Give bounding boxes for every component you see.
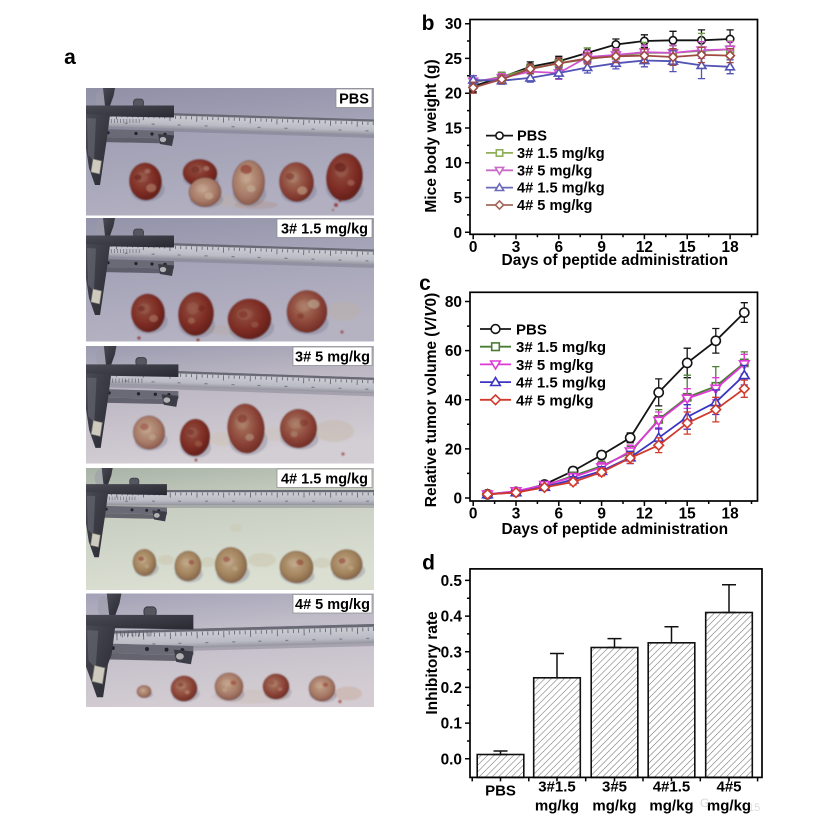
- svg-text:PBS: PBS: [517, 129, 547, 145]
- svg-text:20: 20: [445, 441, 462, 458]
- svg-text:3# 1.5 mg/kg: 3# 1.5 mg/kg: [516, 339, 606, 356]
- svg-text:mg/kg: mg/kg: [707, 798, 751, 815]
- svg-text:0: 0: [469, 239, 478, 256]
- svg-text:3#1.5: 3#1.5: [538, 779, 576, 796]
- svg-text:4#1.5: 4#1.5: [653, 779, 691, 796]
- svg-text:12: 12: [636, 239, 653, 256]
- svg-text:4# 5 mg/kg: 4# 5 mg/kg: [295, 597, 370, 613]
- svg-text:mg/kg: mg/kg: [649, 798, 693, 815]
- svg-text:0.2: 0.2: [441, 680, 462, 697]
- svg-text:9: 9: [597, 239, 606, 256]
- svg-text:12: 12: [636, 506, 653, 523]
- svg-text:18: 18: [722, 506, 740, 523]
- svg-text:15: 15: [679, 239, 697, 256]
- svg-text:0: 0: [453, 491, 462, 508]
- svg-text:0.1: 0.1: [441, 716, 463, 733]
- svg-text:Mice body weight (g): Mice body weight (g): [423, 59, 440, 212]
- svg-text:80: 80: [445, 294, 462, 311]
- svg-text:3#5: 3#5: [602, 779, 627, 796]
- svg-text:3# 5 mg/kg: 3# 5 mg/kg: [295, 349, 370, 365]
- svg-text:0: 0: [469, 506, 478, 523]
- svg-text:mg/kg: mg/kg: [535, 798, 579, 815]
- svg-text:G: G: [700, 796, 709, 810]
- svg-text:3: 3: [512, 506, 521, 523]
- svg-text:15: 15: [679, 506, 697, 523]
- svg-text:0.5: 0.5: [441, 573, 463, 590]
- svg-text:5: 5: [453, 190, 462, 207]
- svg-text:4# 1.5 mg/kg: 4# 1.5 mg/kg: [281, 471, 368, 487]
- svg-text:PBS: PBS: [485, 783, 516, 800]
- svg-text:4# 1.5 mg/kg: 4# 1.5 mg/kg: [517, 181, 605, 197]
- svg-text:3# 5 mg/kg: 3# 5 mg/kg: [516, 357, 594, 374]
- svg-text:18: 18: [722, 239, 740, 256]
- svg-text:b: b: [422, 12, 435, 35]
- svg-text:PBS: PBS: [339, 91, 369, 107]
- svg-text:60: 60: [445, 343, 462, 360]
- svg-text:a: a: [64, 46, 76, 69]
- svg-text:25: 25: [445, 51, 463, 68]
- svg-text:3: 3: [512, 239, 521, 256]
- svg-text:4# 1.5 mg/kg: 4# 1.5 mg/kg: [516, 375, 606, 392]
- svg-text:15: 15: [445, 121, 463, 138]
- svg-text:30: 30: [445, 16, 462, 33]
- svg-text:3# 1.5 mg/kg: 3# 1.5 mg/kg: [281, 221, 368, 237]
- svg-text:Inhibitory rate: Inhibitory rate: [424, 611, 441, 715]
- svg-text:c: c: [419, 272, 431, 295]
- svg-text:6: 6: [555, 506, 564, 523]
- svg-text:15: 15: [748, 802, 760, 814]
- svg-text:10: 10: [445, 155, 462, 172]
- svg-text:mg/kg: mg/kg: [592, 798, 636, 815]
- svg-text:3# 1.5 mg/kg: 3# 1.5 mg/kg: [517, 146, 605, 162]
- svg-text:0: 0: [453, 225, 462, 242]
- svg-text:4# 5 mg/kg: 4# 5 mg/kg: [517, 198, 592, 214]
- svg-text:Relative tumor volume (V/V0): Relative tumor volume (V/V0): [423, 293, 440, 508]
- svg-text:PBS: PBS: [516, 322, 547, 339]
- svg-text:20: 20: [445, 86, 462, 103]
- svg-text:4# 5 mg/kg: 4# 5 mg/kg: [516, 392, 594, 409]
- svg-text:0.0: 0.0: [441, 751, 462, 768]
- svg-text:d: d: [422, 552, 435, 575]
- svg-text:9: 9: [597, 506, 606, 523]
- svg-text:0.4: 0.4: [441, 609, 463, 626]
- svg-text:0.3: 0.3: [441, 644, 462, 661]
- svg-text:40: 40: [445, 392, 462, 409]
- svg-text:Days of peptide administration: Days of peptide administration: [502, 252, 729, 269]
- svg-text:4#5: 4#5: [716, 779, 741, 796]
- svg-text:3# 5 mg/kg: 3# 5 mg/kg: [517, 163, 592, 179]
- svg-text:6: 6: [555, 239, 564, 256]
- svg-text:Days of peptide administration: Days of peptide administration: [502, 521, 729, 538]
